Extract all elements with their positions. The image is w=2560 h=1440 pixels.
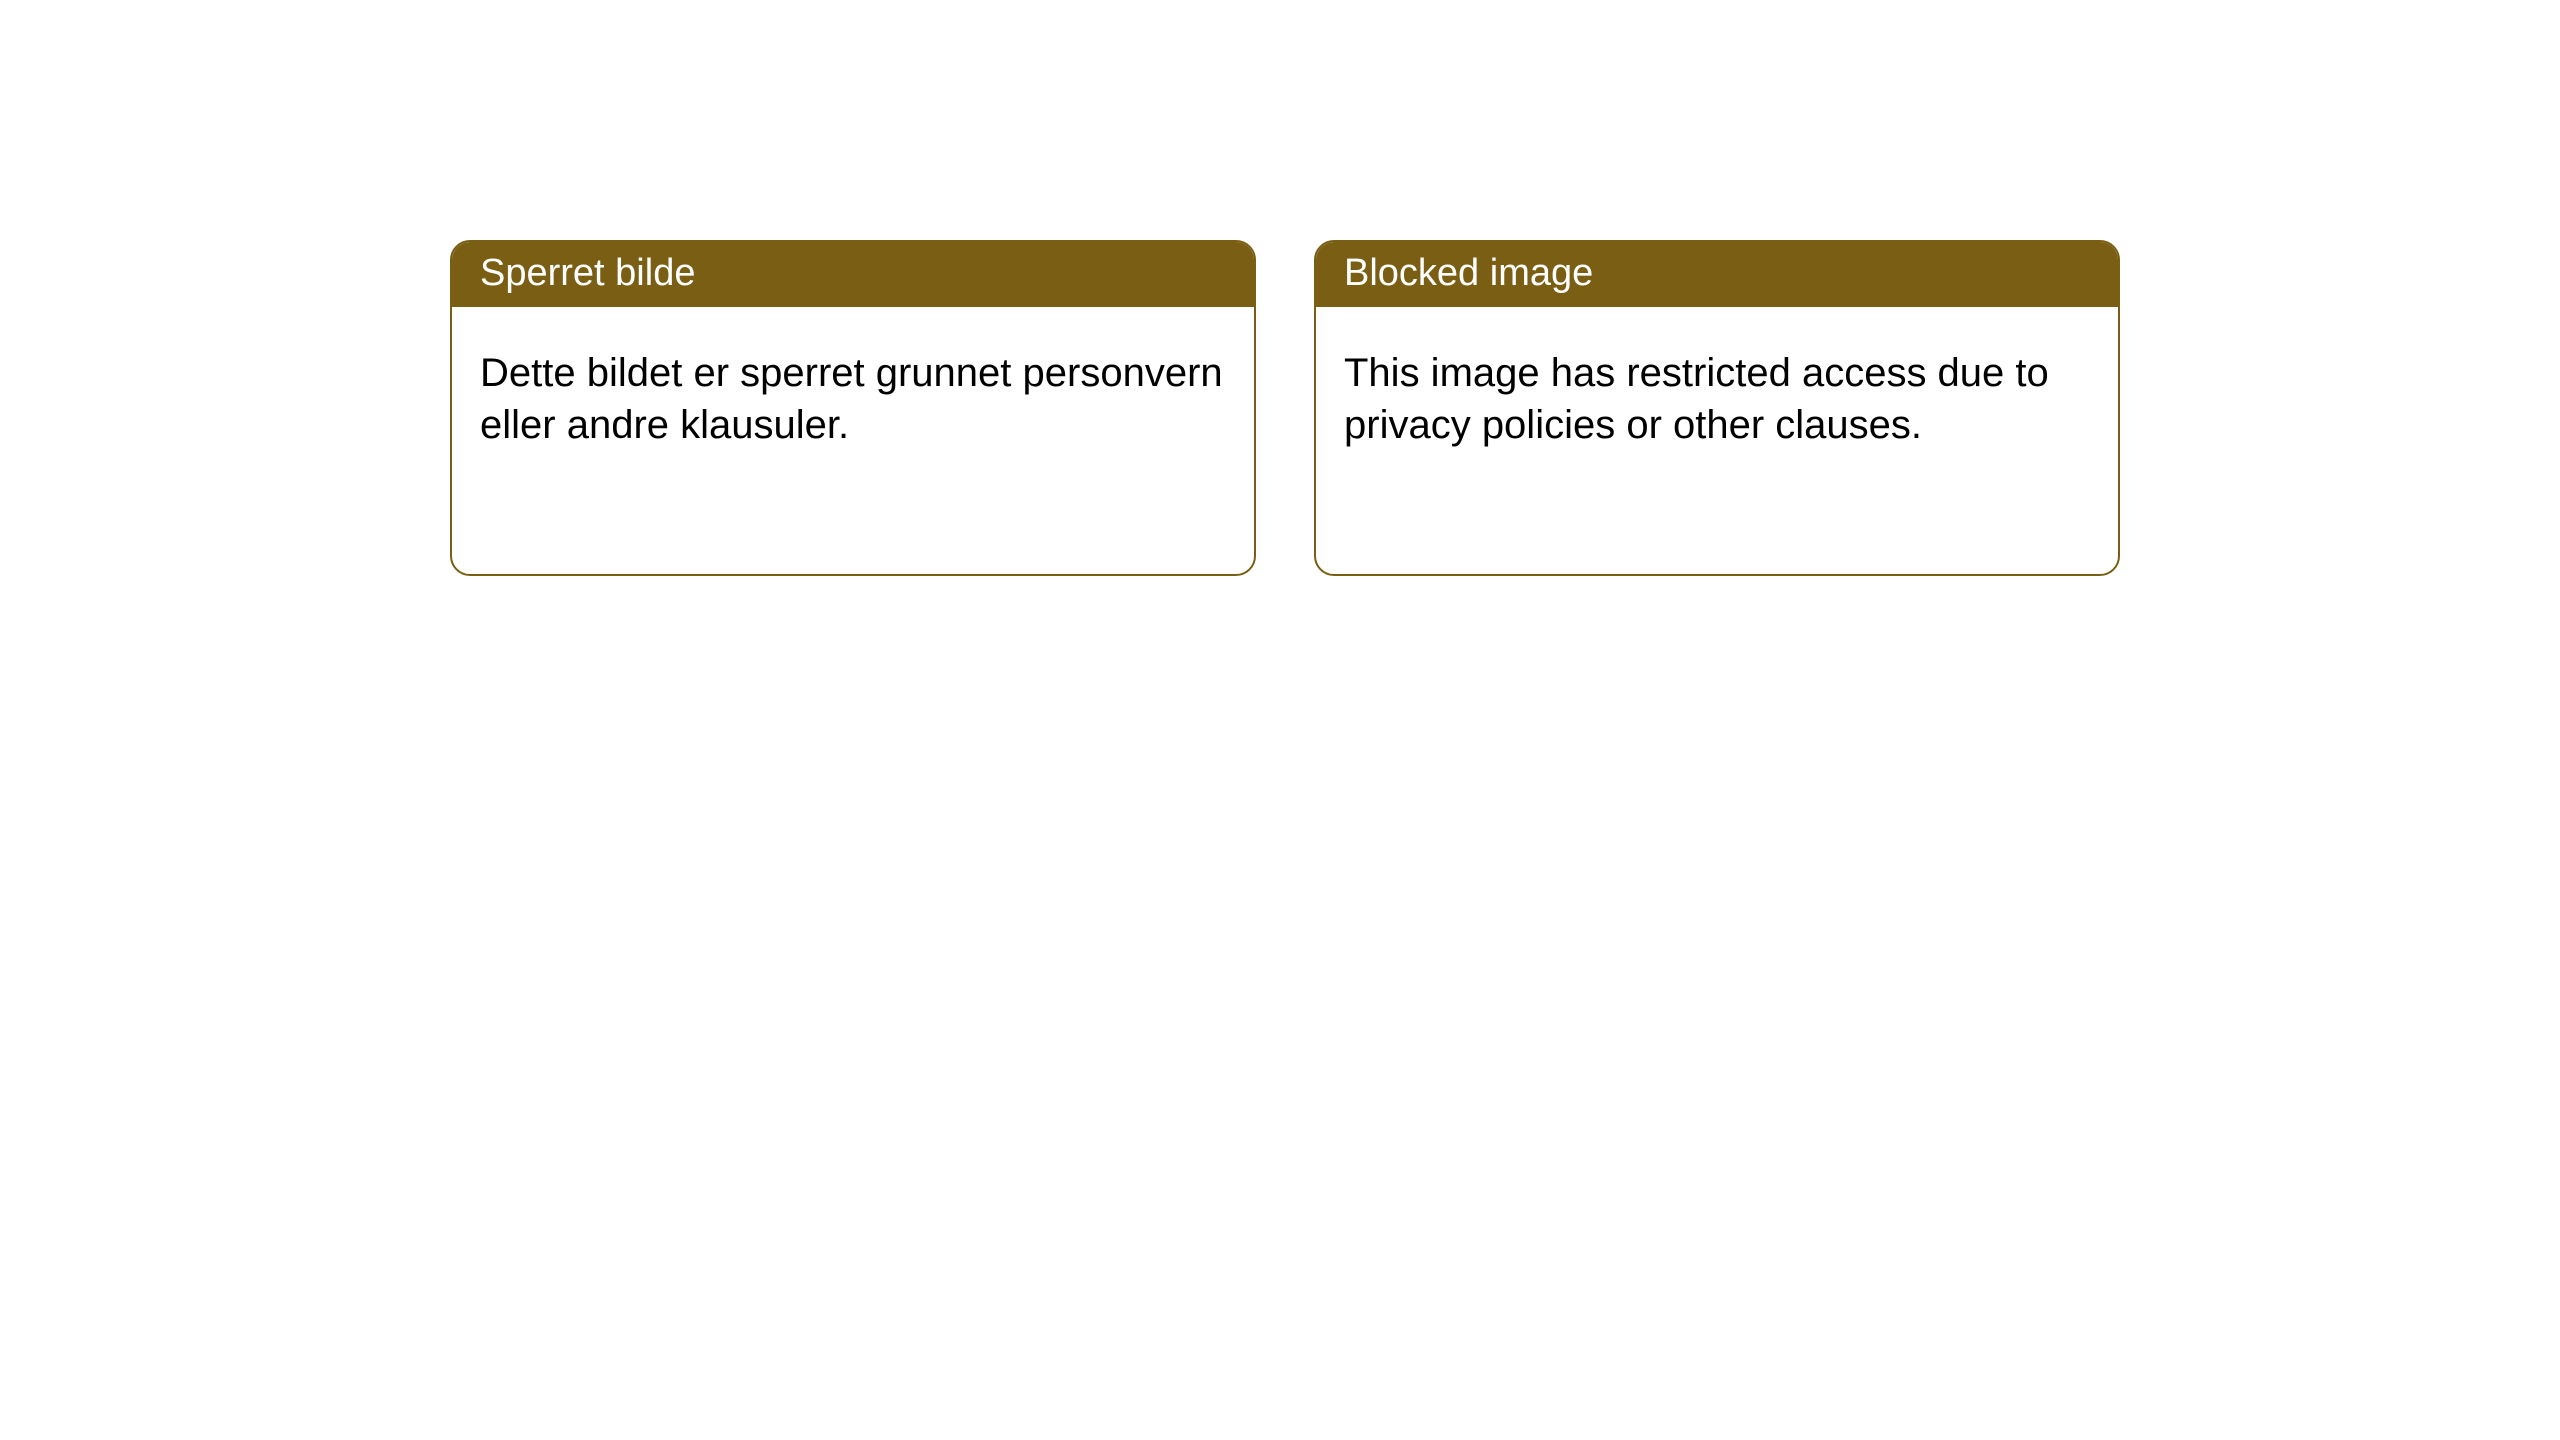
notice-card-body: Dette bildet er sperret grunnet personve… [452, 307, 1254, 491]
notice-card-title: Blocked image [1344, 252, 1593, 294]
notice-card-english: Blocked image This image has restricted … [1314, 240, 2120, 576]
notice-card-header: Blocked image [1316, 242, 2118, 307]
notice-card-norwegian: Sperret bilde Dette bildet er sperret gr… [450, 240, 1256, 576]
notice-card-body: This image has restricted access due to … [1316, 307, 2118, 491]
notice-card-header: Sperret bilde [452, 242, 1254, 307]
notice-card-body-text: This image has restricted access due to … [1344, 351, 2049, 447]
notice-card-title: Sperret bilde [480, 252, 695, 294]
notice-cards-container: Sperret bilde Dette bildet er sperret gr… [450, 240, 2120, 576]
notice-card-body-text: Dette bildet er sperret grunnet personve… [480, 351, 1223, 447]
